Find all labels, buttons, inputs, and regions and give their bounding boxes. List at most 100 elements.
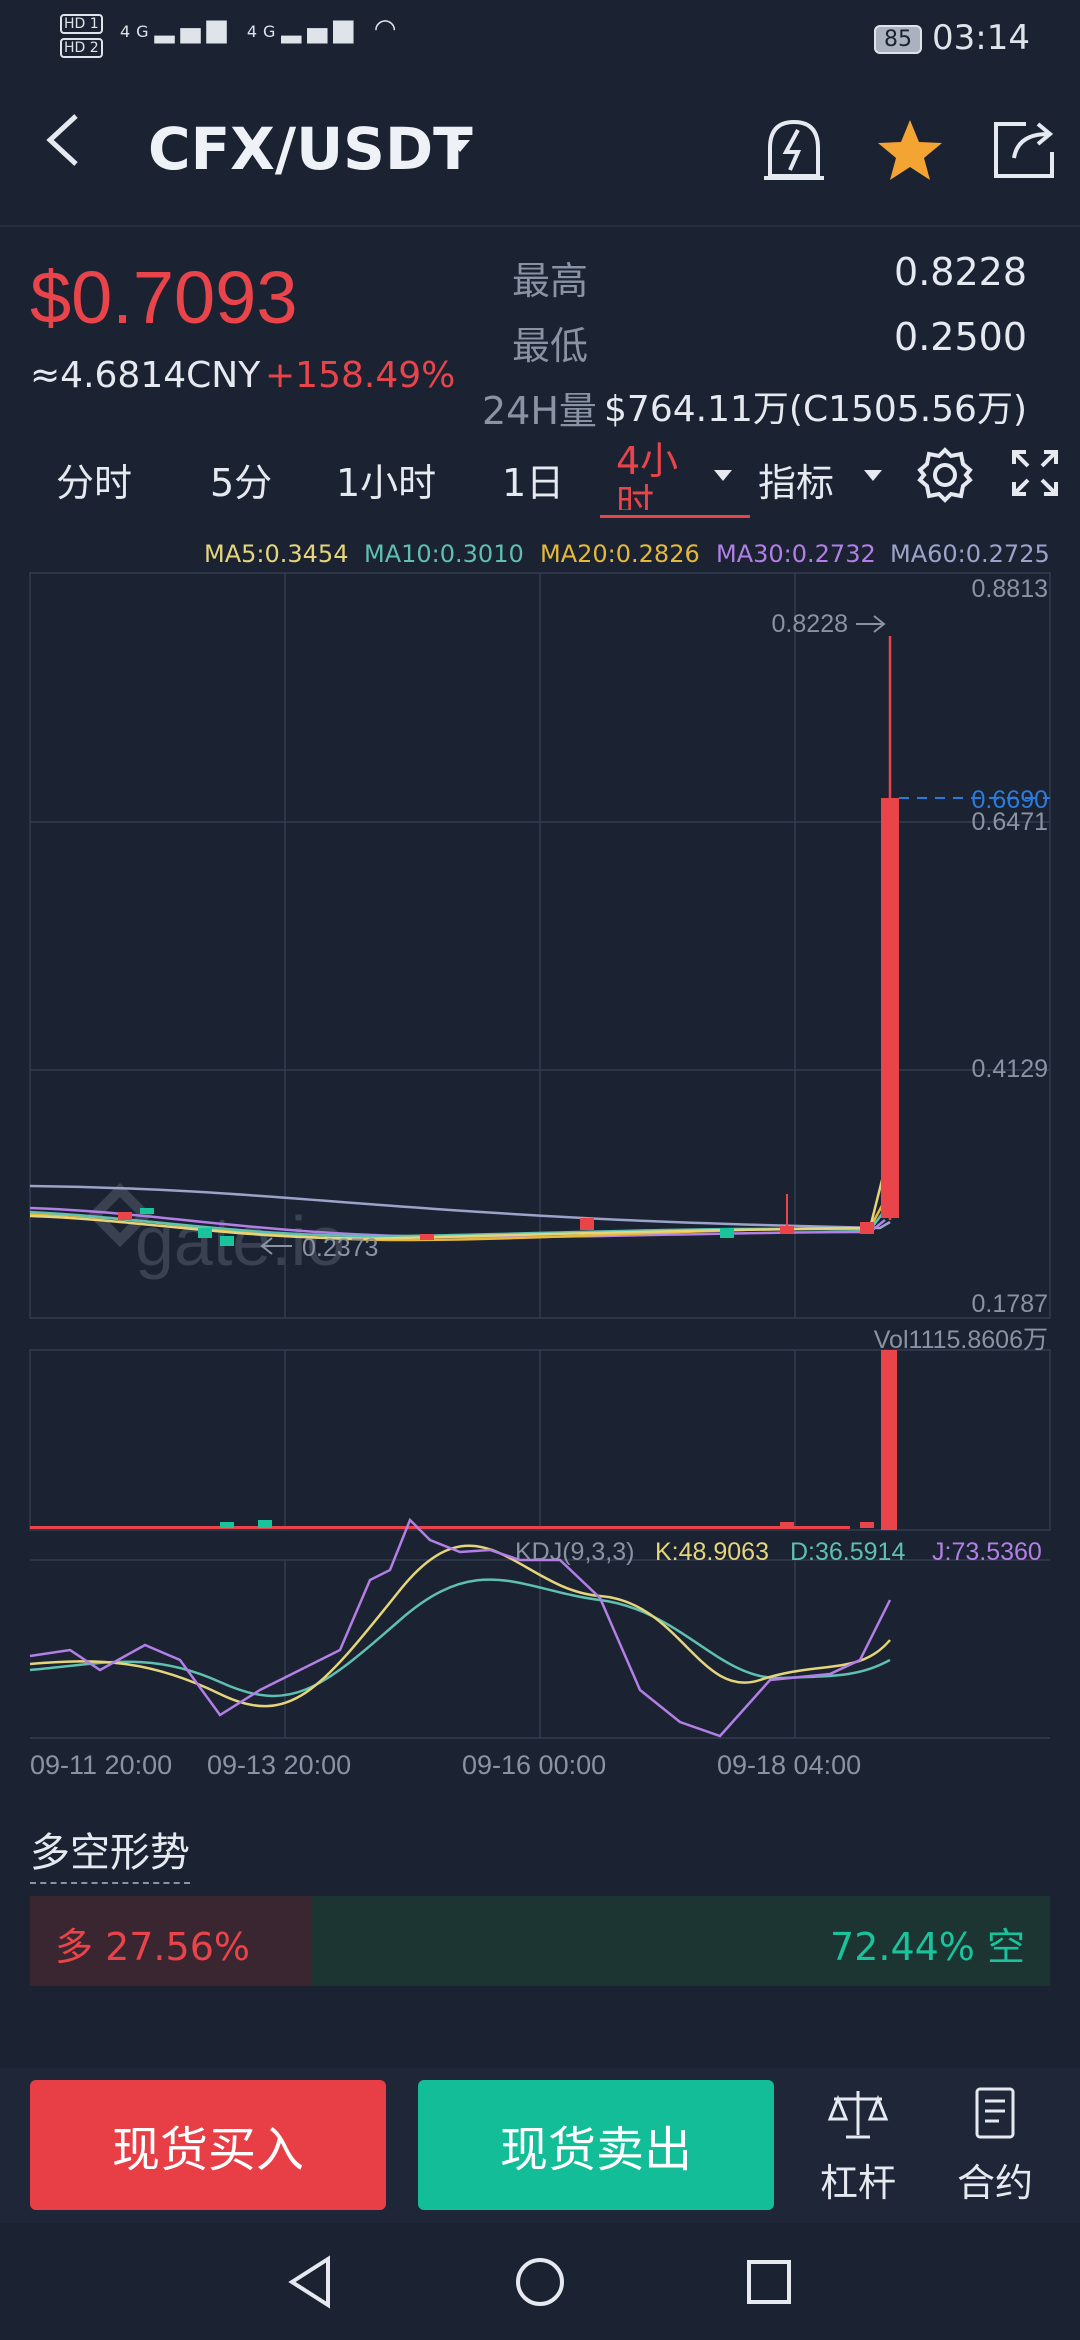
low-marker-label: 0.2373 — [302, 1234, 378, 1262]
candle — [140, 1208, 154, 1214]
sim1-badge: HD 1 — [60, 14, 103, 34]
spot-sell-button[interactable]: 现货卖出 — [418, 2080, 774, 2210]
document-icon — [975, 2087, 1015, 2139]
candle — [420, 1234, 434, 1240]
pair-dropdown-icon[interactable] — [450, 140, 470, 152]
y-tick-label: 0.4129 — [972, 1055, 1048, 1083]
candle — [580, 1218, 594, 1230]
last-candle — [881, 798, 899, 1218]
timeframe-dropdown-icon[interactable] — [714, 470, 732, 481]
kdj-d: D:36.5914 — [790, 1538, 905, 1566]
high-label: 最高 — [512, 259, 589, 303]
pair-title[interactable]: CFX/USDT — [148, 115, 473, 183]
nav-recents-icon[interactable] — [744, 2257, 794, 2307]
x-tick-label: 09-11 20:00 — [30, 1750, 172, 1780]
share-icon[interactable] — [986, 112, 1062, 188]
scale-icon — [827, 2091, 889, 2139]
battery-icon: 85 — [874, 25, 923, 54]
contract-button[interactable]: 合约 — [940, 2085, 1050, 2207]
volume-bar-last — [881, 1350, 897, 1530]
header-divider — [0, 225, 1080, 227]
status-bar: HD 1 HD 2 4G▂▄▆ 4G▂▄▆ ◠ 85 03:14 — [0, 0, 1080, 80]
candles — [118, 636, 899, 1246]
wifi-icon: ◠ — [373, 14, 403, 44]
high-value: 0.8228 — [894, 250, 1027, 294]
settings-gear-icon[interactable] — [916, 446, 974, 504]
candle — [720, 1228, 734, 1238]
candlestick-chart[interactable]: gate.io 0.8813 0.6471 0.4129 0.1787 0.66… — [0, 565, 1080, 1785]
x-tick-label: 09-16 00:00 — [462, 1750, 606, 1780]
current-price-label: 0.6690 — [972, 786, 1048, 814]
volume-bar — [30, 1526, 850, 1529]
ma5-line — [29, 1179, 884, 1240]
back-icon[interactable] — [40, 110, 84, 170]
y-tick-label: 0.6471 — [972, 808, 1048, 836]
tab-4hour[interactable]: 4小时 — [616, 440, 679, 510]
low-marker-arrow-icon — [260, 1237, 292, 1255]
x-tick-label: 09-18 04:00 — [717, 1750, 861, 1780]
nav-home-icon[interactable] — [513, 2255, 567, 2309]
fullscreen-icon[interactable] — [1010, 448, 1060, 498]
tab-5min[interactable]: 5分 — [210, 461, 273, 505]
chart-grid — [29, 572, 1051, 1739]
candle — [220, 1236, 234, 1246]
leverage-button[interactable]: 杠杆 — [803, 2085, 913, 2207]
watermark-text: gate.io — [135, 1202, 345, 1280]
candle — [118, 1212, 132, 1220]
sim-indicators: HD 1 HD 2 — [60, 12, 103, 60]
ma60-line — [29, 1184, 891, 1230]
volume-value: $764.11万(C1505.56万) — [604, 389, 1027, 430]
ma30-legend: MA30:0.2732 — [716, 540, 876, 568]
tab-1day[interactable]: 1日 — [502, 461, 565, 505]
clock: 03:14 — [932, 18, 1030, 58]
low-value: 0.2500 — [894, 315, 1027, 359]
price-alert-icon[interactable] — [756, 112, 832, 188]
long-short-title[interactable]: 多空形势 — [30, 1820, 190, 1884]
gate-watermark: gate.io — [87, 1182, 345, 1280]
high-marker-arrow-icon — [856, 615, 886, 633]
price-change: +158.49% — [265, 355, 456, 396]
kdj-j-line — [29, 1517, 892, 1738]
tab-1hour[interactable]: 1小时 — [336, 461, 437, 505]
long-percent: 多 27.56% — [55, 1925, 250, 1969]
candle — [198, 1228, 212, 1238]
high-marker-label: 0.8228 — [772, 610, 848, 638]
network-label: 4G — [246, 22, 282, 41]
x-tick-label: 09-13 20:00 — [207, 1750, 351, 1780]
leverage-label: 杠杆 — [819, 2161, 896, 2205]
sim2-badge: HD 2 — [60, 38, 103, 58]
tab-timeline[interactable]: 分时 — [56, 461, 133, 505]
long-short-bar: 多 27.56% 72.44% 空 — [30, 1896, 1050, 1986]
volume-bar — [220, 1522, 234, 1528]
nav-back-icon[interactable] — [286, 2255, 336, 2309]
kdj-lines — [29, 1517, 892, 1738]
ma60-legend: MA60:0.2725 — [890, 540, 1050, 568]
volume-bar — [780, 1522, 794, 1528]
volume-bar — [860, 1522, 874, 1528]
spot-buy-button[interactable]: 现货买入 — [30, 2080, 386, 2210]
network-icons: 4G▂▄▆ 4G▂▄▆ ◠ — [120, 14, 402, 44]
low-label: 最低 — [512, 324, 589, 368]
last-price: $0.7093 — [30, 256, 298, 339]
status-right: 85 03:14 — [874, 18, 1030, 58]
indicators-menu[interactable]: 指标 — [758, 461, 835, 505]
kdj-k-line — [29, 1544, 891, 1708]
signal-icon: ▂▄▆ — [281, 14, 360, 44]
network-label: 4G — [120, 22, 155, 41]
y-tick-label: 0.1787 — [972, 1290, 1048, 1318]
kdj-k: K:48.9063 — [655, 1538, 769, 1566]
ma10-legend: MA10:0.3010 — [364, 540, 524, 568]
kdj-j: J:73.5360 — [932, 1538, 1042, 1566]
contract-label: 合约 — [956, 2161, 1033, 2205]
volume-bars — [30, 1350, 897, 1530]
favorite-star-icon[interactable] — [872, 112, 948, 188]
volume-bar — [258, 1520, 272, 1528]
ma5-legend: MA5:0.3454 — [204, 540, 349, 568]
candle — [860, 1222, 874, 1234]
long-fill — [30, 1896, 312, 1986]
indicators-dropdown-icon[interactable] — [864, 470, 882, 481]
kdj-title: KDJ(9,3,3) — [515, 1538, 634, 1566]
system-nav-bar — [0, 2223, 1080, 2340]
cny-price: ≈4.6814CNY — [30, 355, 261, 396]
y-tick-label: 0.8813 — [972, 575, 1048, 603]
